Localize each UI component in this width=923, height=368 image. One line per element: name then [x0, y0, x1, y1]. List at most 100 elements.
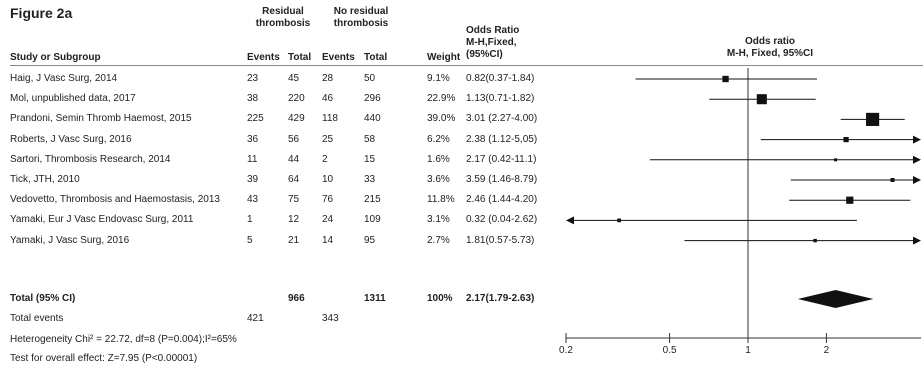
study-or: 3.01 (2.27-4.00)	[466, 113, 538, 125]
residual-total: 64	[288, 174, 300, 185]
no-residual-total: 15	[364, 153, 376, 165]
study-weight: 39.0%	[427, 113, 456, 125]
study-marker	[756, 94, 767, 105]
residual-events: 36	[247, 133, 259, 145]
residual-total: 44	[288, 153, 300, 165]
study-name: Vedovetto, Thrombosis and Haemostasis, 2…	[10, 194, 220, 206]
or-header-line1: Odds Ratio	[466, 25, 520, 36]
residual-events: 11	[247, 153, 258, 165]
summary-diamond	[797, 290, 874, 308]
study-or: 2.17 (0.42-11.1)	[466, 153, 537, 165]
total-weight: 100%	[427, 293, 453, 304]
header-divider	[10, 65, 923, 66]
residual-total: 75	[288, 194, 300, 206]
study-or: 0.32 (0.04-2.62)	[466, 214, 538, 226]
heterogeneity-text: Heterogeneity Chi² = 22.72, df=8 (P=0.00…	[10, 334, 237, 345]
study-name: Tick, JTH, 2010	[10, 174, 80, 185]
study-name: Yamaki, Eur J Vasc Endovasc Surg, 2011	[10, 214, 194, 226]
total-row: Total (95% CI) 966 1311 100% 2.17(1.79-2…	[0, 289, 923, 309]
figure-title: Figure 2a	[10, 5, 73, 21]
study-header: Study or Subgroup	[10, 52, 101, 63]
residual-total: 21	[288, 234, 300, 246]
table-row: Haig, J Vasc Surg, 2014 23 45 28 50 9.1% 0.82(…	[0, 69, 923, 89]
study-marker	[890, 178, 895, 182]
study-marker	[846, 196, 854, 204]
total-no-residual-total: 1311	[364, 293, 386, 304]
residual-group-header: Residual thrombosis	[243, 6, 323, 30]
or-column-header: Odds Ratio M-H,Fixed, (95%CI)	[466, 25, 519, 61]
study-or: 1.13(0.71-1.82)	[466, 93, 535, 105]
no-residual-events-header: Events	[322, 52, 355, 63]
study-name: Haig, J Vasc Surg, 2014	[10, 73, 118, 84]
ci-arrow-right	[913, 135, 921, 144]
no-residual-events: 24	[322, 214, 334, 226]
ci-arrow-right	[913, 155, 921, 164]
study-weight: 1.6%	[427, 153, 450, 165]
no-residual-events: 25	[322, 133, 334, 145]
no-residual-events: 14	[322, 234, 334, 246]
residual-total-header: Total	[288, 52, 312, 63]
study-marker	[617, 218, 621, 223]
residual-events: 38	[247, 93, 259, 105]
study-name: Prandoni, Semin Thromb Haemost, 2015	[10, 113, 192, 125]
study-or: 2.38 (1.12-5,05)	[466, 133, 538, 145]
no-residual-group-line2: thrombosis	[333, 18, 389, 29]
no-residual-events: 46	[322, 93, 334, 105]
residual-total: 56	[288, 133, 300, 145]
residual-events: 5	[247, 234, 253, 246]
or-header-line2: M-H,Fixed,	[466, 37, 517, 48]
ci-arrow-right	[913, 176, 921, 184]
residual-total: 45	[288, 73, 300, 84]
study-weight: 9.1%	[427, 73, 450, 84]
no-residual-events: 10	[322, 174, 334, 185]
study-weight: 22.9%	[427, 93, 456, 105]
residual-group-line2: thrombosis	[255, 18, 311, 29]
total-label: Total (95% CI)	[10, 293, 76, 304]
plot-column-header: Odds ratio M-H, Fixed, 95%CI	[620, 36, 920, 60]
study-marker	[834, 158, 838, 162]
x-tick-label: 1	[745, 345, 751, 356]
no-residual-total-header: Total	[364, 52, 388, 63]
plot-header-line2: M-H, Fixed, 95%CI	[726, 48, 814, 59]
study-weight: 3.1%	[427, 214, 450, 226]
x-tick-label: 0.2	[559, 345, 573, 356]
no-residual-events: 2	[322, 153, 328, 165]
residual-total: 12	[288, 214, 300, 226]
plot-header-line1: Odds ratio	[744, 36, 795, 47]
residual-events: 225	[247, 113, 264, 125]
table-row: Yamaki, J Vasc Surg, 2016 5 21 14 95 2.7% 1.81…	[0, 231, 923, 251]
study-or: 1.81(0.57-5.73)	[466, 234, 535, 246]
study-name: Yamaki, J Vasc Surg, 2016	[10, 234, 130, 246]
total-events-label: Total events	[10, 313, 64, 324]
residual-events: 1	[247, 214, 253, 226]
no-residual-total: 215	[364, 194, 381, 206]
study-name: Roberts, J Vasc Surg, 2016	[10, 133, 132, 145]
study-weight: 3.6%	[427, 174, 450, 185]
total-events-row: Total events 421 343	[0, 309, 923, 329]
overall-effect-text: Test for overall effect: Z=7.95 (P<0.000…	[10, 353, 198, 364]
no-residual-group-header: No residual thrombosis	[316, 6, 406, 30]
table-row: Sartori, Thrombosis Research, 2014 11 44 2 1…	[0, 150, 923, 170]
table-row: Prandoni, Semin Thromb Haemost, 2015 225 4…	[0, 109, 923, 129]
study-marker	[866, 112, 880, 126]
residual-group-line1: Residual	[262, 6, 304, 17]
no-residual-total: 109	[364, 214, 381, 226]
weight-header: Weight	[427, 52, 461, 63]
table-row: Tick, JTH, 2010 39 64 10 33 3.6% 3.59 (1.46-8.…	[0, 170, 923, 190]
study-weight: 11.8%	[427, 194, 455, 206]
ci-arrow-right	[913, 236, 921, 245]
residual-events: 23	[247, 73, 259, 84]
residual-events: 39	[247, 174, 259, 185]
study-marker	[722, 75, 729, 83]
table-row: Mol, unpublished data, 2017 38 220 46 296 22.…	[0, 89, 923, 109]
no-residual-total: 95	[364, 234, 376, 246]
table-row: Yamaki, Eur J Vasc Endovasc Surg, 2011 1 1…	[0, 210, 923, 230]
x-tick-label: 2	[824, 345, 830, 356]
study-name: Sartori, Thrombosis Research, 2014	[10, 153, 171, 165]
table-row: Roberts, J Vasc Surg, 2016 36 56 25 58 6.2% 2.…	[0, 130, 923, 150]
residual-total: 429	[288, 113, 305, 125]
ci-arrow-left	[566, 216, 574, 225]
no-residual-total: 50	[364, 73, 376, 84]
no-residual-total: 296	[364, 93, 381, 105]
